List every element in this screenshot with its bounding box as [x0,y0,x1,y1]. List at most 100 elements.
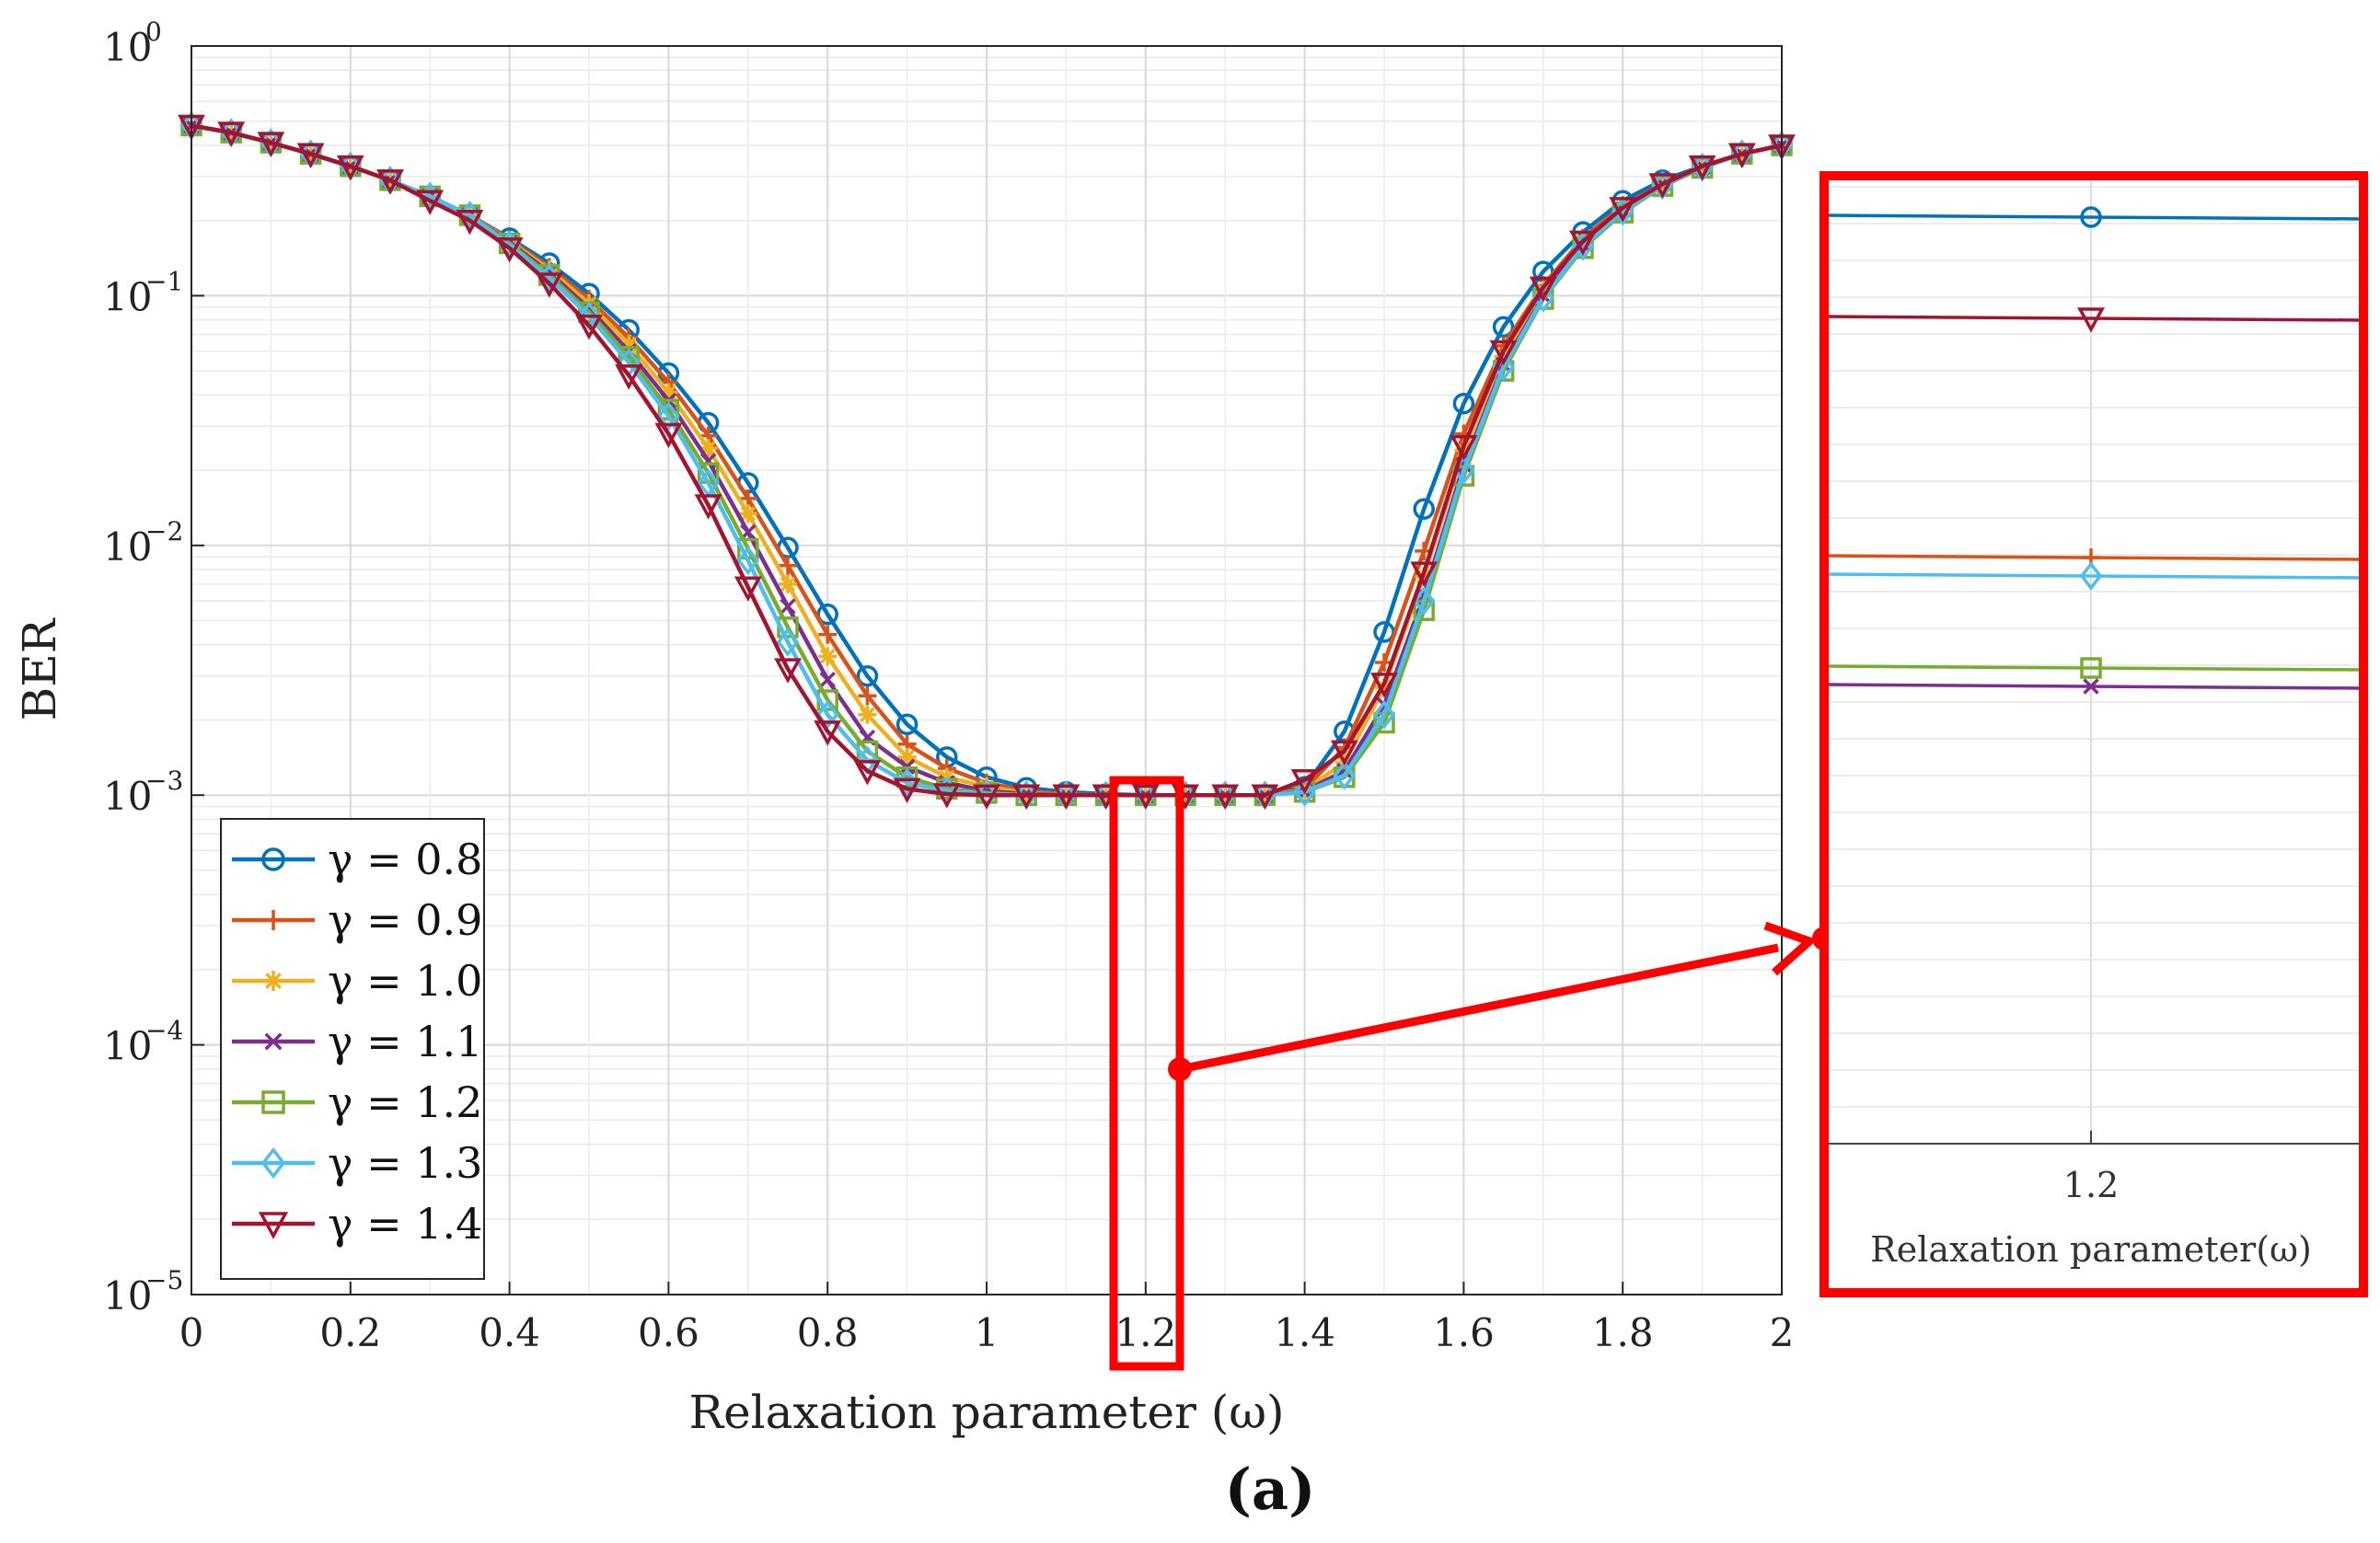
data-point [659,383,678,402]
zoom-inset-series-4 [1823,561,2364,591]
zoom-inset-series-6 [1823,678,2364,695]
data-point [699,439,718,458]
data-point [897,747,917,766]
y-tick-exponent: 0 [145,17,162,47]
data-point [1413,498,1435,520]
data-point [1569,230,1597,257]
data-point [818,625,838,644]
data-point [1492,316,1515,339]
legend-box [220,818,485,1280]
y-tick-label: 10 [103,774,152,819]
data-point [1609,197,1637,223]
data-point [657,401,680,431]
y-tick-exponent: −1 [145,266,183,296]
x-tick-label: 0.2 [319,1310,381,1355]
zoom-inset-series-line [1823,213,2364,221]
y-tick-exponent: −3 [145,766,183,796]
zoom-arrow-line [1179,943,1779,1074]
data-point [257,132,285,157]
data-point [814,720,842,746]
data-point [858,705,877,724]
data-point [819,671,836,688]
legend-label: γ = 1.2 [328,1077,482,1127]
data-point [736,546,760,576]
legend-label: γ = 1.0 [328,956,482,1006]
data-point [1452,392,1475,415]
series-layer [178,110,1796,811]
data-point [853,760,882,786]
data-point [1012,784,1041,810]
legend-entry: γ = 1.0 [232,956,482,1006]
zoom-inset-border [1820,171,2368,1297]
data-point [1211,784,1240,810]
y-tick-label: 10 [103,274,152,319]
zoom-inset-series-line [1823,683,2364,690]
y-tick-label: 10 [103,25,152,70]
legend-label: γ = 0.9 [328,895,482,945]
y-tick-label: 10 [103,1024,152,1069]
legend-label: γ = 1.4 [328,1199,482,1249]
data-point [1450,435,1478,461]
data-point [1648,173,1677,199]
zoom-inset-data-point [2080,206,2102,228]
zoom-inset: 1.2 Relaxation parameter(ω) [1823,176,2364,1293]
zoom-inset-background [1824,176,2363,1293]
x-tick-label: 0 [179,1310,204,1355]
legend-swatch-marker [263,910,283,930]
data-point [738,504,757,524]
legend-swatch-marker [261,1090,285,1114]
x-tick-label: 1.4 [1274,1310,1335,1355]
zoom-arrow-head [1763,921,1818,976]
data-point [296,143,325,168]
x-tick-label: 1.6 [1433,1310,1495,1355]
data-point [1370,673,1398,698]
data-point [774,658,802,684]
legend-label: γ = 1.1 [328,1017,482,1066]
data-point [779,574,797,593]
data-point [973,784,1000,810]
data-point [893,777,921,803]
legend-entry: γ = 1.2 [232,1077,482,1127]
data-point [816,603,838,626]
data-point [1251,784,1279,810]
zoom-inset-data-point [2083,678,2099,695]
zoom-inset-data-point [2077,307,2105,333]
y-tick-label: 10 [103,524,152,570]
data-point [416,190,445,215]
zoom-inset-series-2 [1823,307,2364,333]
data-point [1293,777,1316,807]
legend-label: γ = 1.3 [328,1138,482,1188]
data-point [1489,340,1518,366]
data-point [535,272,563,298]
zoom-inset-xlabel: Relaxation parameter(ω) [1870,1229,2312,1270]
x-axis-label: Relaxation parameter (ω) [688,1386,1284,1439]
zoom-inset-data-point [2080,657,2102,679]
zoom-inset-series-line [1823,572,2364,580]
data-point [619,335,639,354]
legend-swatch-marker [263,971,283,991]
data-point [1410,561,1438,587]
data-point [895,713,918,736]
x-tick-label: 1.8 [1592,1310,1654,1355]
data-point [456,209,484,236]
data-point [932,783,961,809]
data-point [1330,740,1358,766]
zoom-inset-series-line [1823,664,2364,672]
series-line [191,123,1783,798]
legend: γ = 0.8 γ = 0.9 γ = 1.0 γ = 1.1 γ = 1.2 γ = 1… [220,818,485,1280]
x-axis-ticks: 0 0.2 0.4 0.6 0.8 1 1.2 1.4 1.6 1.8 2 [179,1282,1795,1355]
legend-entry: γ = 0.8 [232,835,482,884]
zoom-inset-tick-label: 1.2 [2063,1165,2119,1205]
data-point [734,576,762,602]
x-tick-label: 2 [1770,1310,1795,1355]
legend-entry: γ = 1.4 [232,1199,482,1249]
data-point [654,422,683,449]
y-axis-label: BER [13,617,66,720]
data-point [615,364,643,390]
data-point [1052,784,1080,810]
legend-entry: γ = 1.3 [232,1138,482,1188]
legend-entry: γ = 1.1 [232,1017,482,1066]
data-point [780,598,796,615]
